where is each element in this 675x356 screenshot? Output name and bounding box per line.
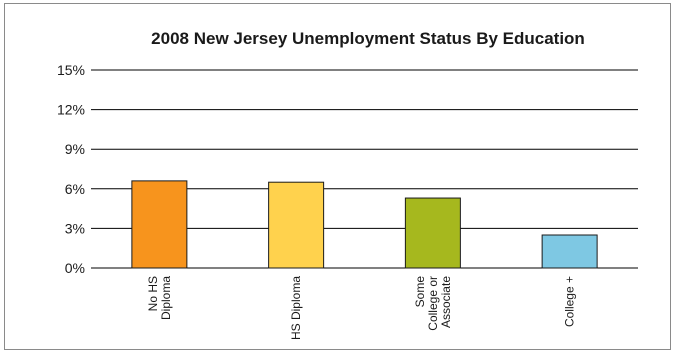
category-label-line: Diploma xyxy=(159,276,173,320)
bar xyxy=(268,181,325,269)
category-labels: No HS Diploma HS Diploma Some College or Asso… xyxy=(146,276,577,340)
category-label-line: College or xyxy=(426,276,440,331)
bars xyxy=(131,180,598,269)
chart-frame: 2008 New Jersey Unemployment Status By E… xyxy=(4,3,671,350)
y-tick-label: 6% xyxy=(65,181,85,197)
category-label: HS Diploma xyxy=(289,276,303,340)
category-label: College + xyxy=(563,276,577,327)
category-label-line: No HS xyxy=(146,276,160,311)
bar xyxy=(541,234,598,269)
chart-title: 2008 New Jersey Unemployment Status By E… xyxy=(151,29,585,48)
category-label-line: College + xyxy=(563,276,577,327)
y-tick-label: 9% xyxy=(65,141,85,157)
y-tick-label: 12% xyxy=(57,102,85,118)
category-label-line: Some xyxy=(413,276,427,308)
bar-chart: 2008 New Jersey Unemployment Status By E… xyxy=(57,29,638,340)
y-tick-label: 15% xyxy=(57,62,85,78)
bar xyxy=(131,180,188,269)
category-label: No HS Diploma xyxy=(146,276,173,320)
y-axis-ticks: 0% 3% 6% 9% 12% 15% xyxy=(57,62,85,276)
category-label-line: HS Diploma xyxy=(289,276,303,340)
y-tick-label: 3% xyxy=(65,220,85,236)
category-label: Some College or Associate xyxy=(413,276,453,331)
bar xyxy=(404,197,461,269)
y-tick-label: 0% xyxy=(65,260,85,276)
category-label-line: Associate xyxy=(439,276,453,328)
